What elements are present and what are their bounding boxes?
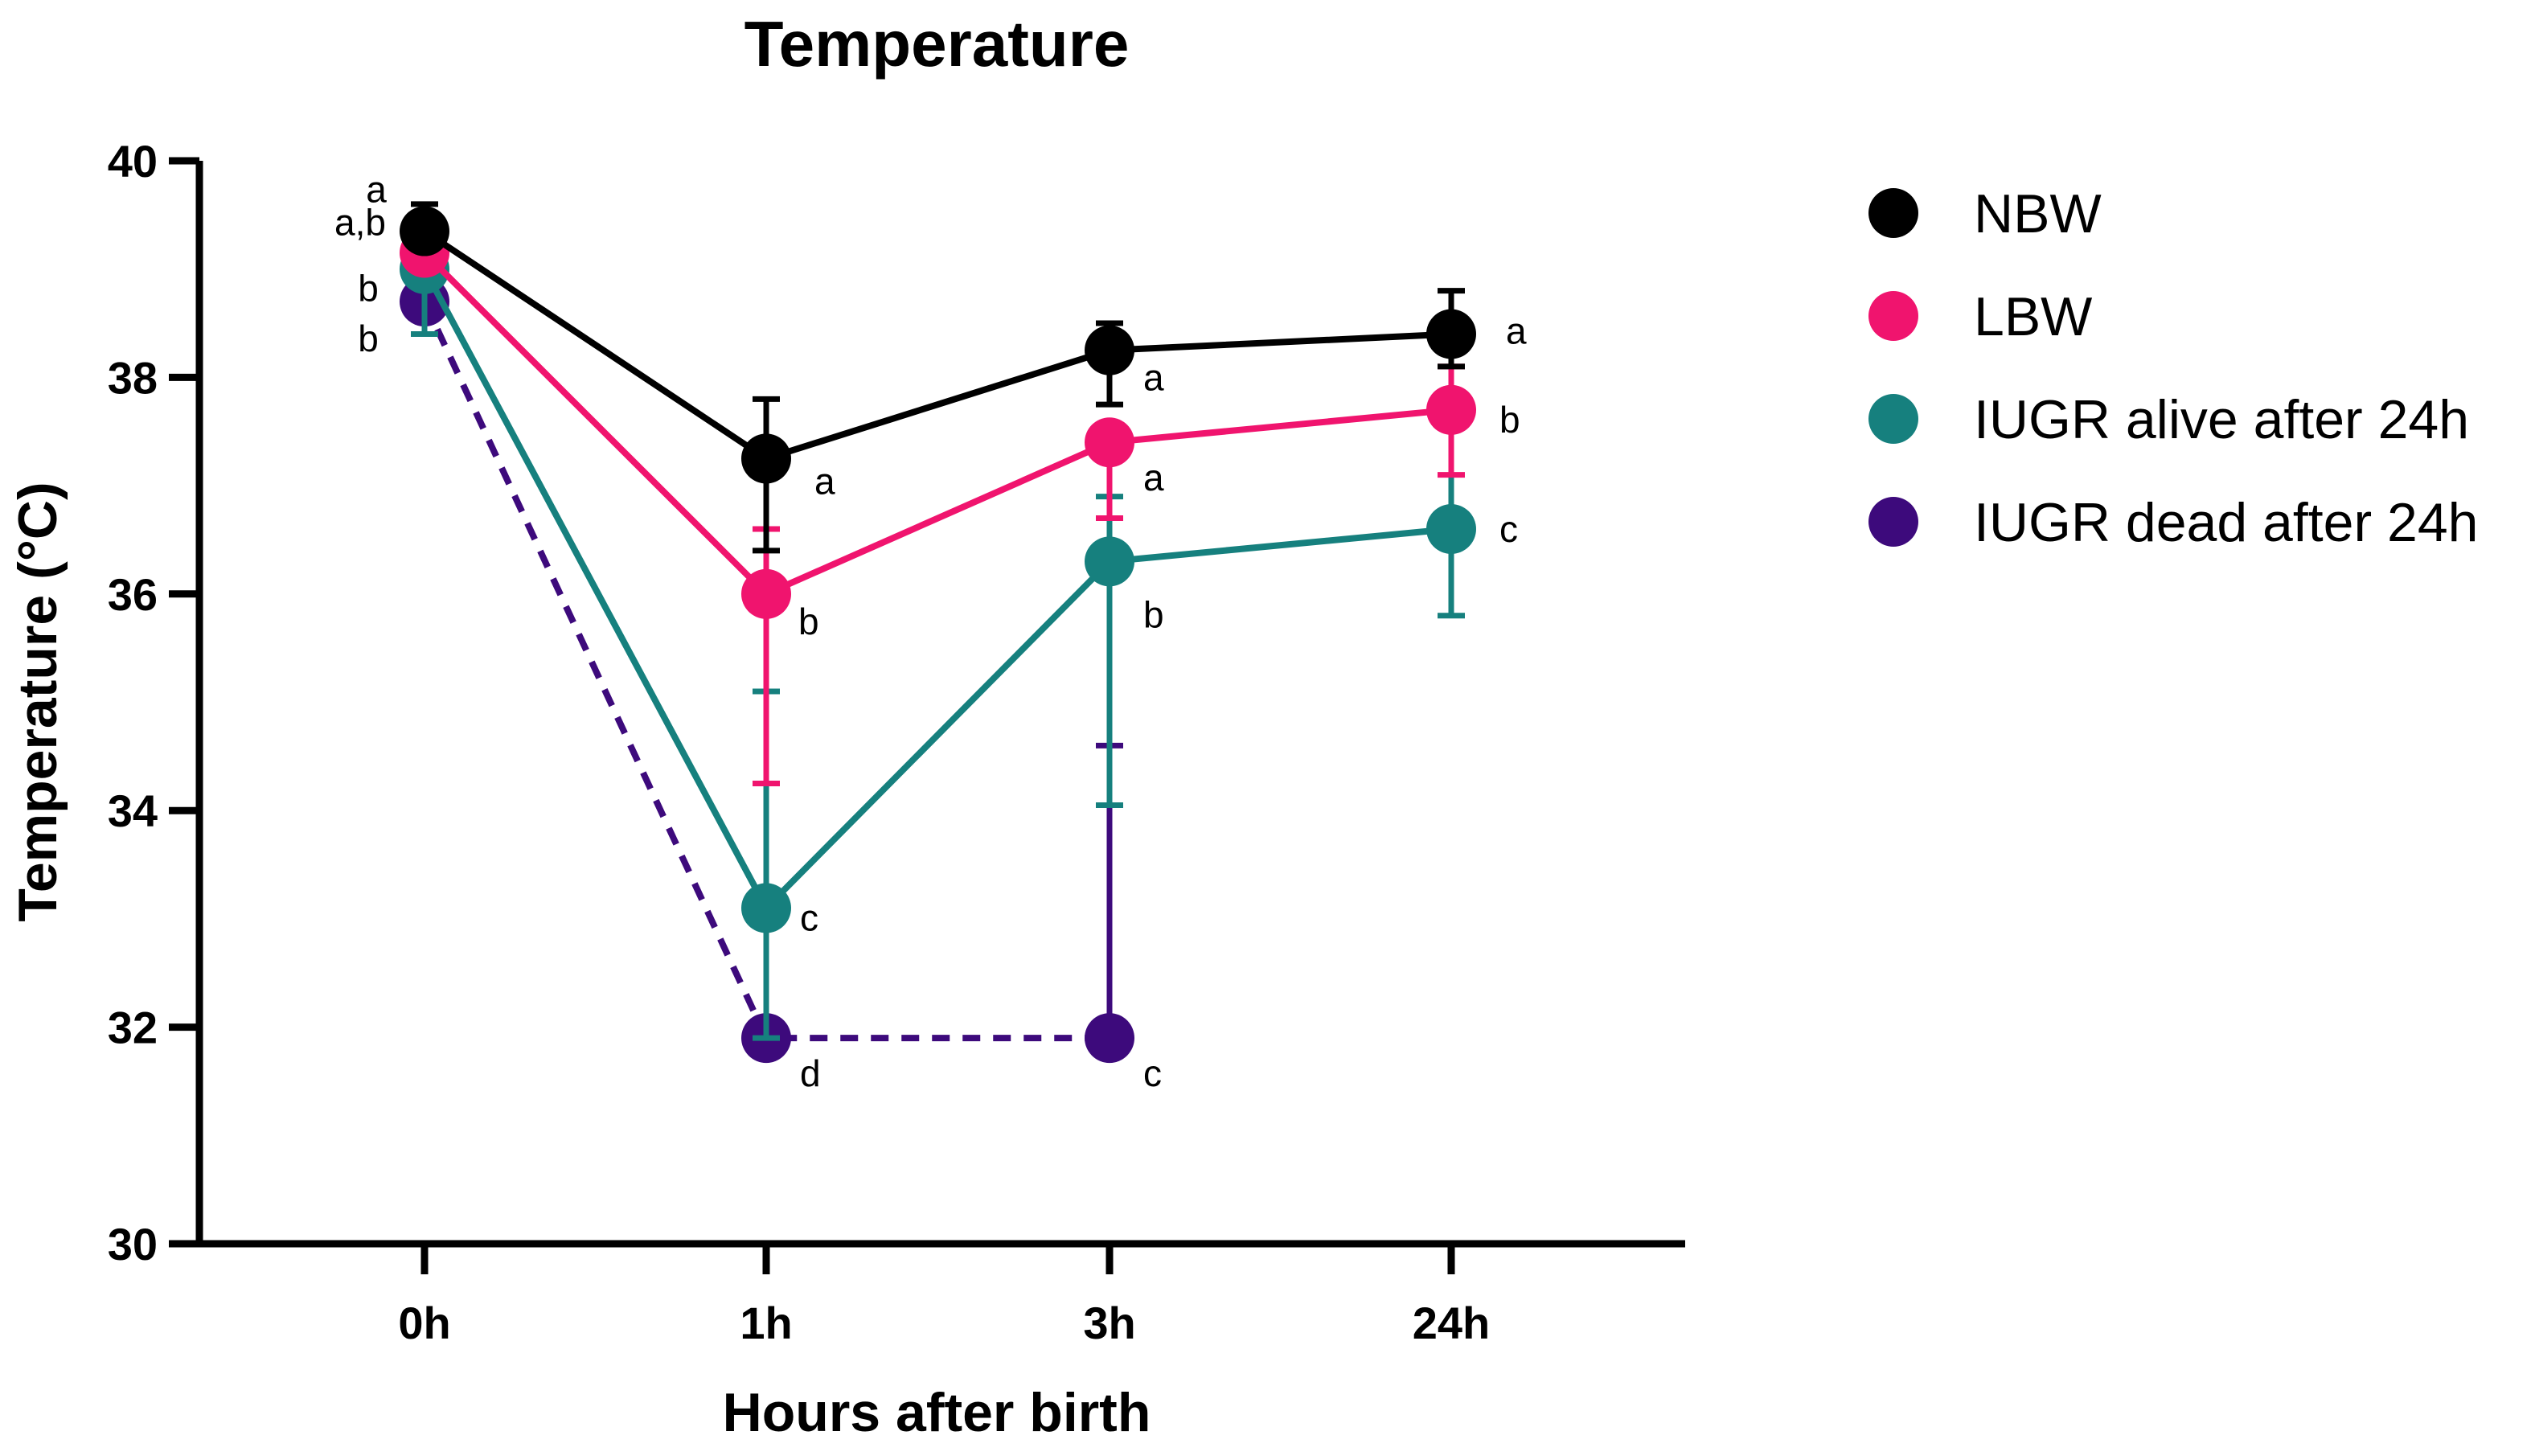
legend-marker xyxy=(1868,291,1918,341)
significance-letter: b xyxy=(358,268,379,310)
x-tick-label: 1h xyxy=(740,1298,792,1348)
significance-letter: b xyxy=(798,601,819,642)
data-point xyxy=(1085,417,1134,468)
significance-letter: a xyxy=(1506,310,1527,352)
significance-letter: c xyxy=(800,896,818,938)
data-point xyxy=(1426,309,1476,359)
x-ticks: 0h 1h 3h 24h xyxy=(398,1244,1490,1348)
x-tick-label: 0h xyxy=(398,1298,450,1348)
series-line xyxy=(422,228,1452,462)
significance-letter: c xyxy=(1499,508,1518,550)
significance-letter: c xyxy=(1143,1052,1162,1094)
y-tick-label: 40 xyxy=(108,136,158,187)
x-tick-label: 24h xyxy=(1413,1298,1491,1348)
data-point xyxy=(1085,1013,1134,1064)
legend-marker xyxy=(1868,394,1918,444)
y-tick-label: 30 xyxy=(108,1219,158,1269)
series-layer: b d c b c b c a,b b a b a a a a xyxy=(334,169,1527,1095)
data-point xyxy=(1426,384,1476,435)
series-0: a a a a xyxy=(366,169,1527,554)
significance-letter: b xyxy=(1143,593,1164,635)
legend-label: LBW xyxy=(1974,286,2092,347)
y-ticks: 30 32 34 36 38 40 xyxy=(108,136,199,1269)
legend-marker xyxy=(1868,497,1918,547)
chart-title: Temperature xyxy=(745,8,1130,80)
y-tick-label: 36 xyxy=(108,569,158,620)
legend: NBW LBW IUGR alive after 24h IUGR dead afte… xyxy=(1868,183,2478,553)
y-tick-label: 32 xyxy=(108,1003,158,1053)
data-point xyxy=(741,433,791,484)
significance-letter: b xyxy=(1499,399,1520,441)
significance-letter: a xyxy=(1143,457,1164,498)
x-tick-label: 3h xyxy=(1083,1298,1135,1348)
data-point xyxy=(1085,536,1134,587)
x-axis-title: Hours after birth xyxy=(723,1382,1151,1443)
data-point xyxy=(741,568,791,619)
legend-label: IUGR alive after 24h xyxy=(1974,389,2469,450)
legend-label: NBW xyxy=(1974,183,2102,244)
data-point xyxy=(741,883,791,933)
data-point xyxy=(400,206,449,256)
y-tick-label: 38 xyxy=(108,352,158,403)
legend-label: IUGR dead after 24h xyxy=(1974,492,2478,553)
significance-letter: a,b xyxy=(334,201,386,243)
significance-letter: b xyxy=(358,318,379,359)
data-point xyxy=(1085,325,1134,375)
y-tick-label: 34 xyxy=(108,785,158,836)
legend-marker xyxy=(1868,188,1918,238)
significance-letter: a xyxy=(366,169,387,211)
significance-letter: d xyxy=(800,1052,821,1094)
significance-letter: a xyxy=(814,460,835,502)
significance-letter: a xyxy=(1143,357,1164,399)
series-line xyxy=(421,267,1452,912)
axes xyxy=(195,161,1685,1248)
y-axis-title: Temperature (°C) xyxy=(7,482,68,921)
series-line xyxy=(422,250,1452,597)
data-point xyxy=(1426,503,1476,554)
